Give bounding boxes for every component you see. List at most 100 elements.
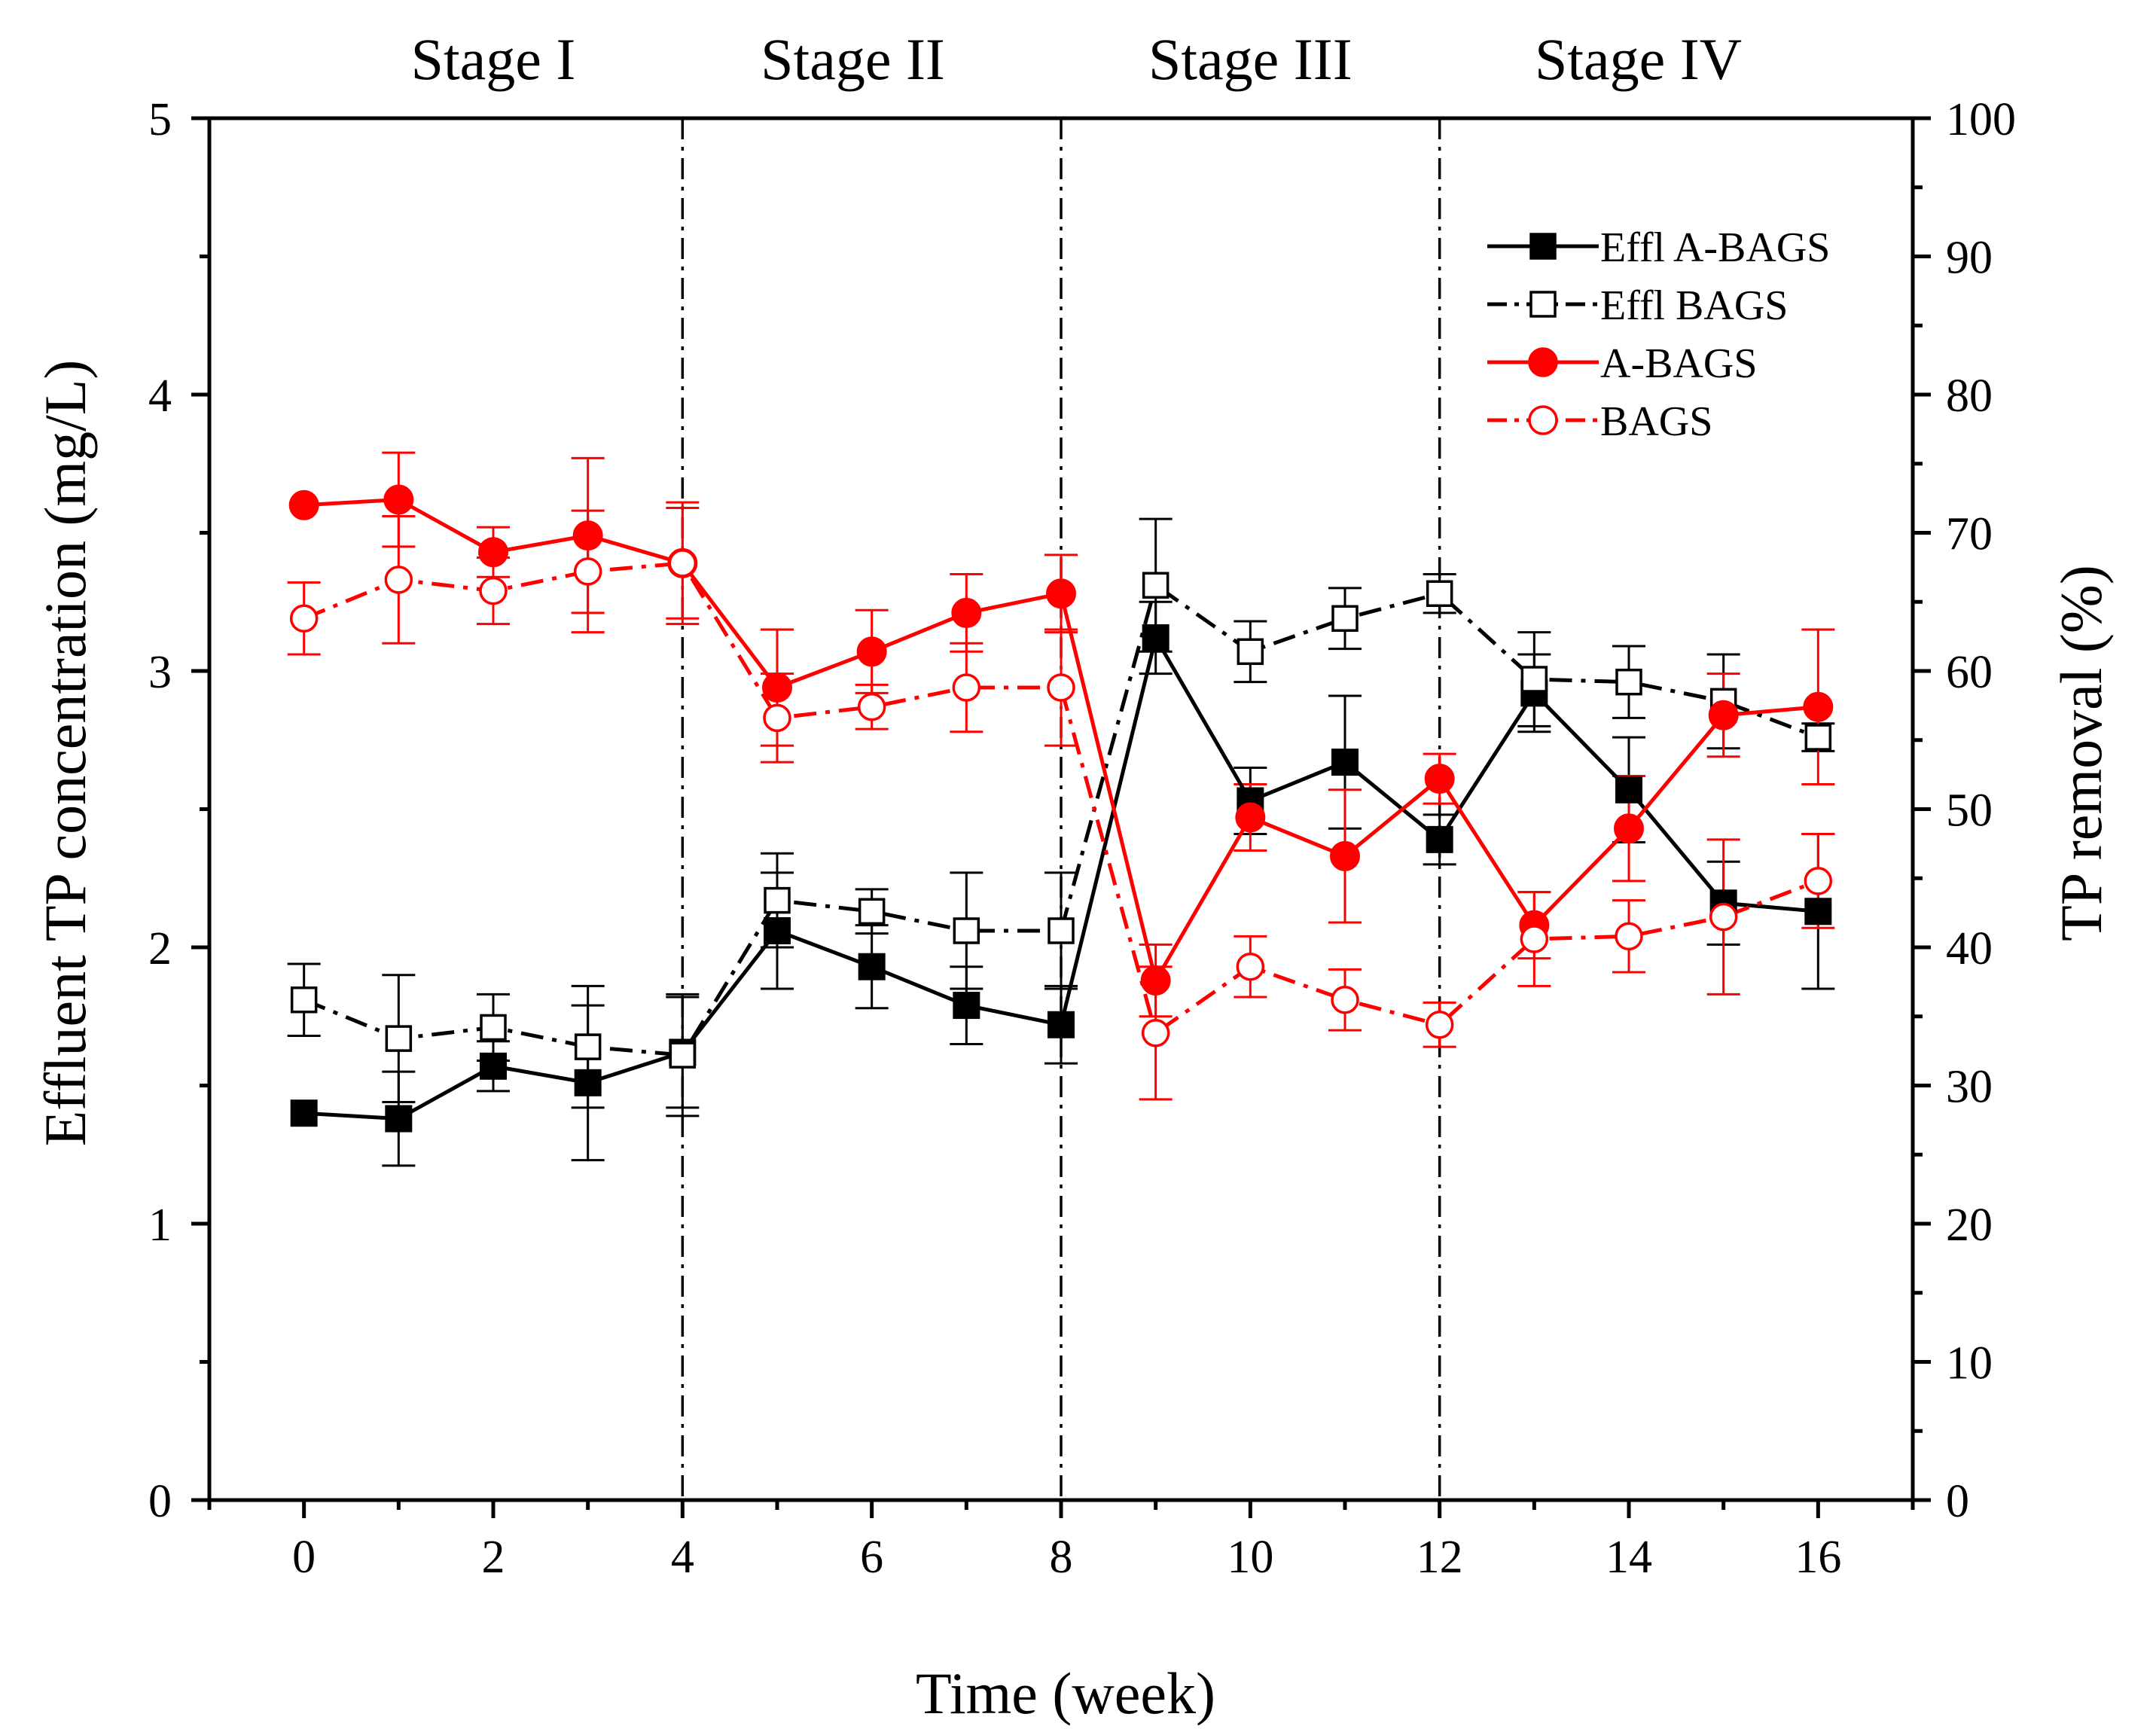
y-right-tick-label: 0 (1946, 1476, 1969, 1527)
y-left-tick-label: 2 (148, 923, 172, 974)
x-tick-label: 16 (1795, 1532, 1841, 1583)
marker-a-bags (1708, 700, 1739, 730)
y-left-tick-label: 4 (148, 370, 172, 422)
stage-label-stage-iii: Stage III (1148, 26, 1352, 92)
marker-a-bags (1046, 578, 1076, 609)
marker-effl-bags (1331, 605, 1359, 633)
y-left-tick-label: 5 (148, 94, 172, 145)
marker-a-bags (1424, 764, 1455, 794)
marker-a-bags (856, 636, 887, 667)
marker-bags (857, 692, 886, 721)
y-right-tick-label: 60 (1946, 647, 1993, 698)
marker-effl-a-bags (858, 953, 886, 980)
marker-effl-bags (385, 1025, 413, 1052)
stage-label-stage-ii: Stage II (761, 26, 945, 92)
marker-bags (1236, 952, 1265, 981)
marker-a-bags (1235, 802, 1266, 833)
stage-lines (681, 118, 1441, 1500)
x-tick-label: 14 (1606, 1532, 1652, 1583)
legend-label-a-bags: A-BAGS (1600, 340, 1757, 387)
marker-effl-bags (1804, 724, 1832, 751)
marker-effl-bags (480, 1014, 507, 1041)
y-left-tick-label: 3 (148, 647, 172, 698)
marker-effl-a-bags (1615, 776, 1642, 804)
marker-a-bags (1803, 691, 1834, 722)
marker-bags (763, 703, 791, 733)
x-tick-label: 10 (1227, 1532, 1273, 1583)
marker-bags (384, 566, 413, 594)
marker-bags (1047, 673, 1075, 702)
marker-effl-bags (1048, 917, 1075, 944)
marker-effl-a-bags (953, 992, 980, 1020)
marker-effl-a-bags (385, 1105, 413, 1133)
axes (191, 116, 1931, 1518)
marker-a-bags (1330, 840, 1360, 871)
marker-effl-a-bags (1142, 624, 1169, 651)
marker-effl-a-bags (1804, 898, 1832, 925)
y-right-tick-label: 20 (1946, 1200, 1993, 1251)
y-right-tick-label: 100 (1946, 94, 2016, 145)
legend-marker-effl-a-bags (1529, 233, 1557, 260)
legend-marker-bags (1528, 405, 1558, 435)
x-axis-label: Time (week) (916, 1660, 1215, 1725)
y-right-tick-label: 40 (1946, 923, 1993, 974)
marker-effl-bags (1237, 638, 1264, 666)
legend-label-effl-bags: Effl BAGS (1600, 282, 1788, 329)
marker-effl-a-bags (574, 1069, 602, 1096)
x-tick-label: 6 (860, 1532, 883, 1583)
marker-effl-bags (858, 898, 886, 925)
marker-a-bags (951, 597, 982, 628)
y-left-tick-label: 0 (148, 1476, 172, 1527)
x-tick-label: 4 (671, 1532, 694, 1583)
marker-effl-bags (1426, 580, 1453, 607)
marker-effl-bags (1520, 666, 1548, 693)
marker-a-bags (762, 672, 792, 703)
legend-marker-effl-bags (1529, 291, 1557, 318)
marker-a-bags (1614, 813, 1644, 844)
stage-label-stage-i: Stage I (411, 26, 576, 92)
marker-bags (573, 557, 602, 586)
y-right-tick-label: 10 (1946, 1338, 1993, 1389)
markers (288, 484, 1834, 1133)
y-right-tick-label: 30 (1946, 1062, 1993, 1113)
series-line-effl-bags (303, 582, 1819, 1057)
marker-a-bags (1140, 965, 1171, 996)
legend: Effl A-BAGS Effl BAGS A-BAGS BAGS (1487, 224, 1830, 445)
marker-effl-a-bags (1048, 1011, 1075, 1038)
marker-effl-bags (953, 917, 980, 944)
marker-bags (1331, 985, 1359, 1014)
marker-bags (1615, 922, 1643, 951)
marker-a-bags (288, 489, 319, 520)
marker-bags (1425, 1011, 1454, 1039)
marker-bags (952, 673, 981, 702)
marker-a-bags (572, 520, 603, 551)
tick-labels: 0 2 4 6 8 10 12 14 16012345010203040506070809010… (148, 94, 2016, 1583)
legend-label-bags: BAGS (1600, 398, 1712, 445)
x-tick-label: 12 (1416, 1532, 1463, 1583)
marker-effl-a-bags (764, 916, 791, 944)
marker-bags (1520, 925, 1549, 953)
marker-bags (668, 549, 697, 578)
marker-effl-bags (1142, 572, 1169, 599)
marker-effl-a-bags (1426, 825, 1453, 853)
y-right-tick-label: 80 (1946, 370, 1993, 422)
legend-label-effl-a-bags: Effl A-BAGS (1600, 224, 1830, 271)
y-right-tick-label: 50 (1946, 785, 1993, 837)
series-line-bags (303, 561, 1819, 1036)
marker-effl-a-bags (1331, 749, 1359, 776)
x-tick-label: 8 (1050, 1532, 1073, 1583)
stage-label-stage-iv: Stage IV (1535, 26, 1742, 92)
marker-bags (1141, 1019, 1170, 1047)
marker-effl-a-bags (290, 1099, 318, 1127)
marker-bags (289, 604, 319, 633)
x-tick-label: 0 (292, 1532, 316, 1583)
marker-effl-bags (290, 986, 318, 1014)
marker-effl-bags (1615, 668, 1642, 696)
marker-bags (1709, 902, 1738, 932)
marker-effl-bags (764, 886, 791, 914)
marker-a-bags (383, 484, 414, 515)
stage-labels: Stage I Stage II Stage III Stage IV (411, 26, 1743, 92)
